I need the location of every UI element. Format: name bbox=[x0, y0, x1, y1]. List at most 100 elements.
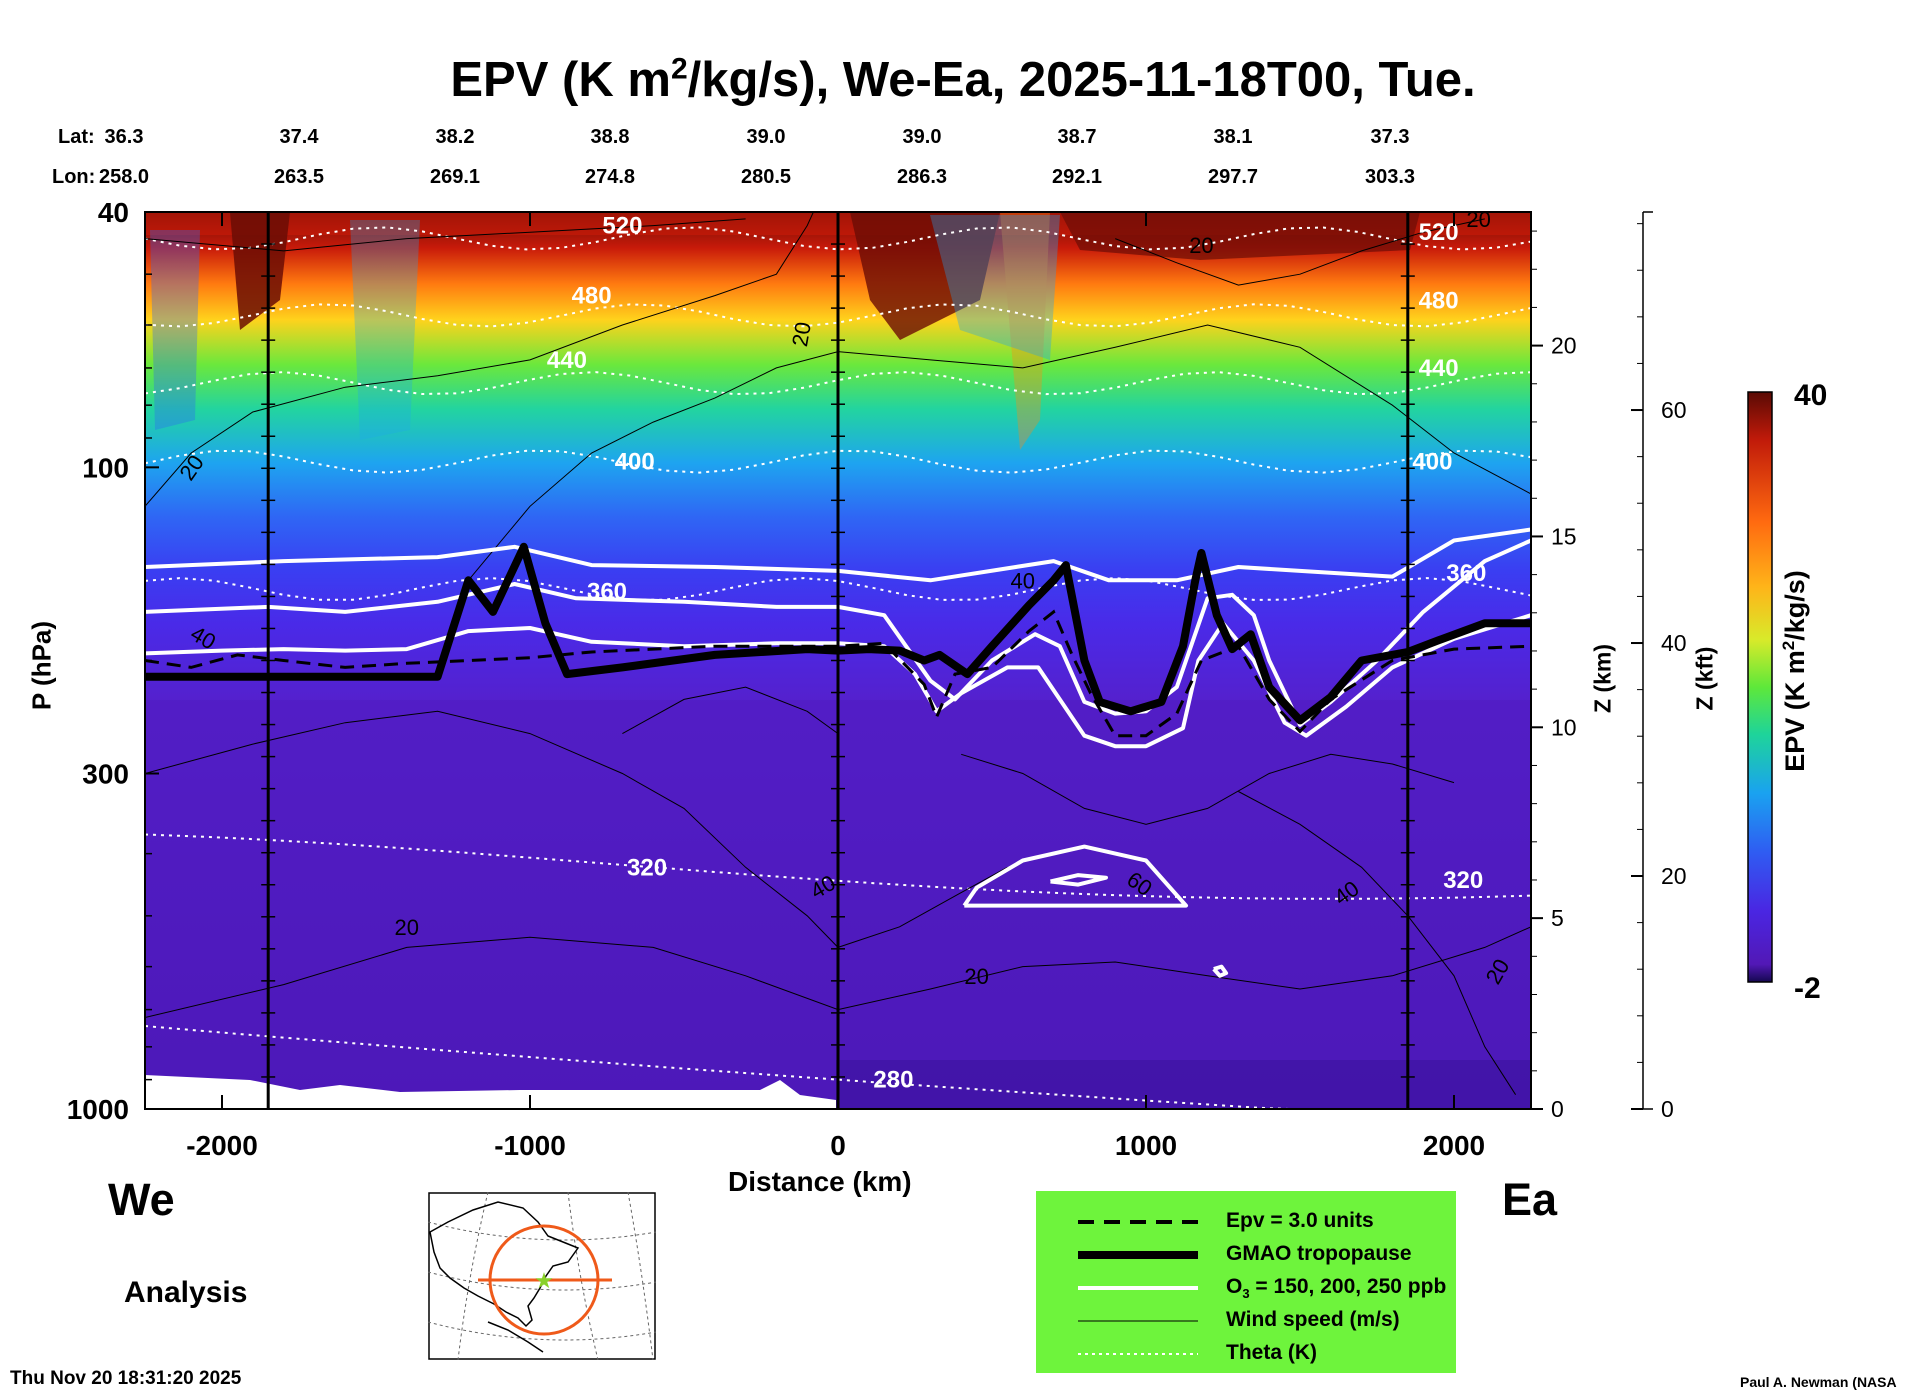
lat-value: 38.7 bbox=[1057, 126, 1097, 148]
theta-contour-400 bbox=[145, 449, 1531, 474]
ozone-contour-5 bbox=[1212, 964, 1229, 978]
lon-value: 263.5 bbox=[273, 166, 325, 188]
wind-label-9: 20 bbox=[964, 964, 988, 989]
lon-value: 303.3 bbox=[1364, 166, 1416, 188]
colorbar-min-label: -2 bbox=[1794, 972, 1821, 1005]
lat-value: 36.3 bbox=[104, 126, 144, 148]
west-label: We bbox=[108, 1174, 175, 1225]
locator-map: ★ bbox=[428, 1192, 656, 1360]
x-tick-label: 1000 bbox=[1115, 1130, 1177, 1161]
lat-value: 37.3 bbox=[1370, 126, 1410, 148]
wind-contour-0 bbox=[145, 212, 814, 507]
theta-label-6: 280 bbox=[873, 1067, 913, 1094]
x-tick-label: -1000 bbox=[494, 1130, 566, 1161]
section-center-star-icon: ★ bbox=[534, 1268, 554, 1293]
z-kft-axis-title: Z (kft) bbox=[1691, 646, 1718, 711]
wind-label-6: 40 bbox=[1011, 568, 1035, 593]
z-km-tick-label: 0 bbox=[1551, 1096, 1564, 1122]
colorbar-max-label: 40 bbox=[1794, 379, 1827, 412]
x-tick-label: 2000 bbox=[1423, 1130, 1485, 1161]
theta-contour-520 bbox=[145, 226, 1531, 251]
y-tick-label: 300 bbox=[82, 758, 129, 789]
wind-label-5: 20 bbox=[1189, 233, 1213, 258]
z-km-tick-label: 10 bbox=[1551, 714, 1577, 740]
x-tick-label: -2000 bbox=[186, 1130, 258, 1161]
lat-row-label: Lat: bbox=[58, 126, 95, 148]
theta-label-8: 480 bbox=[1419, 288, 1459, 315]
wind-contour-3 bbox=[145, 926, 1531, 1018]
theta-contour-360 bbox=[145, 577, 1531, 601]
epv-3-dashed-line bbox=[145, 609, 1531, 738]
chart-title: EPV (K m2/kg/s), We-Ea, 2025-11-18T00, T… bbox=[450, 52, 1476, 107]
theta-label-9: 440 bbox=[1419, 355, 1459, 382]
theta-label-12: 320 bbox=[1443, 867, 1483, 894]
legend-box: Epv = 3.0 units GMAO tropopause O3 = 150… bbox=[1036, 1191, 1456, 1373]
theta-contour-440 bbox=[145, 371, 1531, 396]
wind-contour-7 bbox=[622, 686, 839, 735]
theta-label-11: 360 bbox=[1446, 560, 1486, 587]
wind-contour-6 bbox=[1115, 218, 1485, 286]
z-km-tick-label: 15 bbox=[1551, 523, 1577, 549]
theta-label-10: 400 bbox=[1412, 449, 1452, 476]
east-label: Ea bbox=[1502, 1174, 1558, 1225]
legend-epv-label: Epv = 3.0 units bbox=[1226, 1209, 1374, 1232]
z-kft-tick-label: 0 bbox=[1661, 1096, 1674, 1122]
legend-tropopause-label: GMAO tropopause bbox=[1226, 1242, 1412, 1265]
lat-value: 37.4 bbox=[279, 126, 319, 148]
theta-label-3: 400 bbox=[615, 449, 655, 476]
wind-label-4: 20 bbox=[787, 320, 816, 348]
lon-value: 274.8 bbox=[584, 166, 636, 188]
lon-row-label: Lon: bbox=[52, 166, 96, 188]
x-axis-title: Distance (km) bbox=[728, 1166, 912, 1197]
z-kft-tick-label: 60 bbox=[1661, 397, 1687, 423]
z-km-tick-label: 5 bbox=[1551, 905, 1564, 931]
legend-symbols bbox=[1078, 1220, 1198, 1355]
ozone-contour-2 bbox=[145, 613, 1531, 749]
z-km-axis-title: Z (km) bbox=[1589, 644, 1616, 713]
legend-ozone-label: O3 = 150, 200, 250 ppb bbox=[1226, 1275, 1447, 1302]
wind-contour-5 bbox=[145, 218, 746, 252]
lon-value: 258.0 bbox=[98, 166, 150, 188]
lat-value: 39.0 bbox=[902, 126, 942, 148]
colorbar bbox=[1747, 391, 1773, 983]
lat-value: 39.0 bbox=[746, 126, 786, 148]
colorbar-title: EPV (K m2/kg/s) bbox=[1779, 570, 1810, 772]
theta-label-2: 440 bbox=[547, 347, 587, 374]
y-tick-label: 1000 bbox=[67, 1094, 129, 1125]
wind-label-2: 20 bbox=[395, 915, 419, 940]
ozone-contour-3 bbox=[962, 844, 1188, 908]
ozone-contour-4 bbox=[1050, 873, 1108, 887]
north-america-coastline bbox=[429, 1201, 580, 1328]
timestamp: Thu Nov 20 18:31:20 2025 bbox=[10, 1368, 242, 1389]
gmao-tropopause-line bbox=[145, 542, 1531, 725]
lon-value: 292.1 bbox=[1051, 166, 1103, 188]
lon-value: 280.5 bbox=[740, 166, 792, 188]
theta-label-7: 520 bbox=[1419, 219, 1459, 246]
z-kft-tick-label: 20 bbox=[1661, 863, 1687, 889]
wind-contour-8 bbox=[961, 753, 1455, 825]
lat-value: 38.1 bbox=[1213, 126, 1253, 148]
x-tick-label: 0 bbox=[830, 1130, 846, 1161]
map-graticule bbox=[428, 1192, 656, 1360]
legend-wind-label: Wind speed (m/s) bbox=[1226, 1308, 1400, 1331]
y-tick-label: 40 bbox=[98, 197, 129, 228]
lat-value: 38.2 bbox=[435, 126, 475, 148]
theta-label-5: 320 bbox=[627, 854, 667, 881]
legend-theta-label: Theta (K) bbox=[1226, 1341, 1317, 1364]
ozone-contour-0 bbox=[145, 527, 1531, 583]
wind-label-11: 20 bbox=[1466, 207, 1490, 232]
lon-value: 297.7 bbox=[1207, 166, 1259, 188]
lon-value: 286.3 bbox=[896, 166, 948, 188]
lon-value: 269.1 bbox=[429, 166, 481, 188]
y-tick-label: 100 bbox=[82, 452, 129, 483]
analysis-label: Analysis bbox=[124, 1276, 248, 1309]
credit: Paul A. Newman (NASA bbox=[1740, 1374, 1897, 1390]
theta-contour-480 bbox=[145, 303, 1531, 328]
z-kft-tick-label: 40 bbox=[1661, 630, 1687, 656]
wind-contour-1 bbox=[468, 324, 1531, 581]
wind-contour-2 bbox=[145, 710, 1008, 948]
theta-label-0: 520 bbox=[602, 213, 642, 240]
y-axis-title: P (hPa) bbox=[26, 620, 57, 711]
central-america-coastline bbox=[487, 1321, 544, 1353]
